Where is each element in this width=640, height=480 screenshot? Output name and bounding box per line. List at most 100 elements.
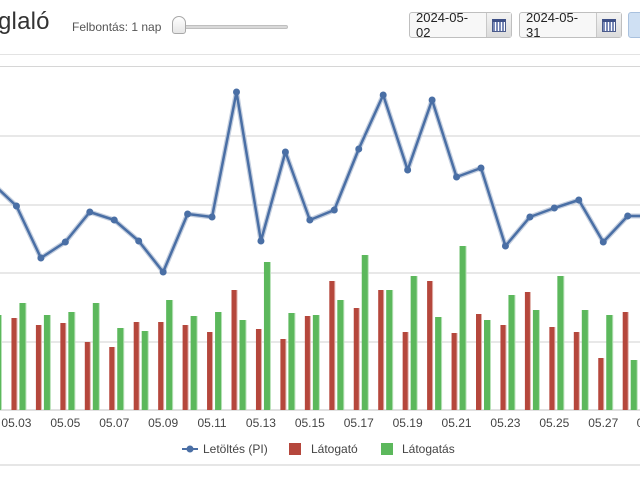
bar-latogato (622, 312, 628, 410)
bar-latogatas (215, 312, 222, 410)
x-tick-label: 05.23 (490, 416, 520, 430)
line-point (257, 237, 265, 245)
line-point (184, 210, 192, 218)
bar-latogato (476, 314, 481, 410)
x-tick-label: 05.19 (393, 416, 423, 430)
line-point (599, 238, 607, 246)
bar-latogatas (0, 315, 1, 410)
line-point (208, 213, 216, 221)
end-date-calendar-button[interactable] (596, 13, 621, 37)
divider (0, 464, 640, 466)
bar-latogatas (141, 331, 148, 410)
bar-latogato (11, 318, 17, 410)
x-tick-label: 05.21 (442, 416, 472, 430)
start-date-input[interactable]: 2024-05-02 (416, 10, 469, 40)
legend-label-latogatas: Látogatás (402, 442, 455, 456)
line-point (37, 254, 45, 262)
bar-latogato (524, 292, 530, 410)
bar-latogatas (19, 303, 26, 410)
bar-latogatas (459, 246, 466, 410)
apply-button[interactable] (628, 12, 640, 38)
line-point (306, 216, 314, 224)
line-point (428, 96, 436, 104)
line-point (453, 173, 461, 181)
x-tick-label: 0 (637, 416, 640, 430)
end-date-picker[interactable]: 2024-05-31 (519, 10, 622, 40)
bar-latogatas (532, 310, 539, 410)
bar-latogatas (239, 320, 246, 410)
divider (0, 66, 640, 67)
slider-handle[interactable] (172, 16, 186, 34)
x-tick-label: 05.09 (148, 416, 178, 430)
page-title: glaló (0, 8, 50, 35)
line-point (404, 166, 412, 174)
x-tick-label: 05.17 (344, 416, 374, 430)
legend-label-letoltes: Letöltés (PI) (203, 442, 268, 456)
line-shadow (0, 89, 640, 275)
line-point (281, 148, 289, 156)
bar-latogato (549, 327, 555, 410)
resolution-label: Felbontás: 1 nap (72, 20, 162, 34)
bar-latogatas (557, 276, 564, 410)
bar-latogato (353, 308, 359, 410)
line-letoltes (0, 90, 640, 274)
bar-latogato (427, 281, 433, 410)
line-point (379, 91, 387, 99)
x-tick-label: 05.25 (539, 416, 569, 430)
bar-latogato (451, 333, 457, 410)
bar-latogatas (386, 290, 393, 410)
line-point (110, 216, 118, 224)
end-date-input[interactable]: 2024-05-31 (526, 10, 579, 40)
bar-latogato (133, 322, 139, 410)
x-tick-label: 05.11 (197, 416, 226, 430)
legend-swatch-latogato (289, 443, 301, 455)
bar-latogatas (435, 317, 442, 410)
x-tick-label: 05.27 (588, 416, 618, 430)
bar-latogato (60, 323, 66, 410)
line-point (86, 208, 94, 216)
line-point (159, 268, 167, 276)
bar-latogatas (630, 360, 637, 410)
line-point (12, 202, 20, 210)
bar-latogato (329, 281, 335, 410)
bar-latogato (84, 342, 90, 410)
legend-swatch-latogatas (381, 443, 393, 455)
bar-latogatas (508, 295, 515, 410)
bar-latogato (182, 325, 188, 410)
start-date-calendar-button[interactable] (486, 13, 511, 37)
bar-latogatas (263, 262, 270, 410)
bar-latogato (402, 332, 408, 410)
bar-latogato (207, 332, 213, 410)
line-point (501, 242, 509, 250)
line-point (61, 238, 69, 246)
line-point (550, 204, 558, 212)
x-tick-label: 05.13 (246, 416, 276, 430)
line-point (575, 196, 583, 204)
line-point (526, 213, 534, 221)
bar-latogato (158, 322, 164, 410)
start-date-picker[interactable]: 2024-05-02 (409, 10, 512, 40)
bar-latogato (255, 329, 261, 410)
bar-latogatas (288, 313, 295, 410)
x-tick-label: 05.15 (295, 416, 325, 430)
calendar-icon (602, 18, 617, 32)
line-point (477, 164, 485, 172)
resolution-slider[interactable] (172, 16, 288, 34)
legend-point-swatch (186, 445, 194, 453)
bar-latogatas (337, 300, 344, 410)
bar-latogato (109, 347, 115, 410)
bar-latogatas (190, 316, 197, 410)
x-tick-label: 05.07 (99, 416, 129, 430)
bar-latogato (573, 332, 579, 410)
bar-latogatas (606, 315, 613, 410)
bar-latogatas (361, 255, 368, 410)
bar-latogato (35, 325, 41, 410)
bar-latogatas (117, 328, 124, 410)
line-point (330, 206, 338, 214)
bar-latogato (280, 339, 286, 410)
bar-latogatas (166, 300, 173, 410)
bar-latogatas (581, 310, 588, 410)
line-point (624, 212, 632, 220)
x-tick-label: 05.05 (50, 416, 80, 430)
